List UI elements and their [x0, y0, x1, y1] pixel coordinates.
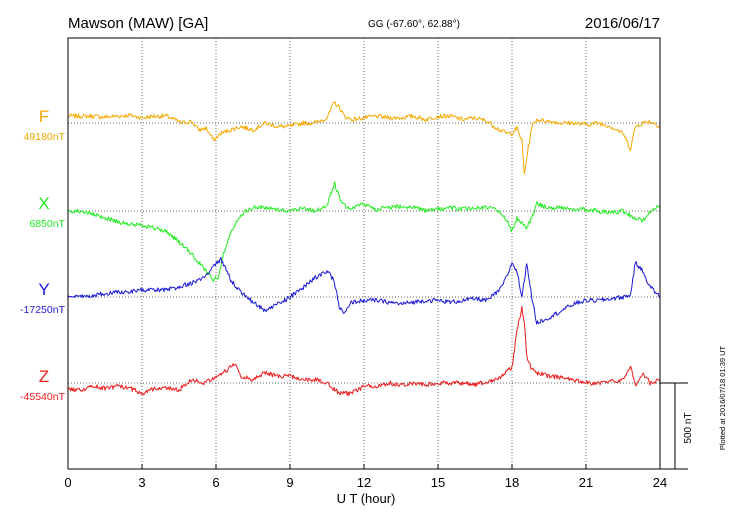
x-tick-label: 9 — [286, 475, 293, 490]
series-name-y: Y — [38, 280, 49, 299]
scale-bar-label: 500 nT — [683, 412, 694, 443]
x-tick-label: 21 — [579, 475, 593, 490]
series-line-y — [67, 256, 661, 325]
series-line-f — [67, 101, 661, 175]
x-axis-label: U T (hour) — [337, 491, 396, 506]
x-tick-label: 15 — [431, 475, 445, 490]
plot-footnote: Plotted at 2016/07/18 01:39 UT — [718, 345, 727, 450]
x-tick-label: 18 — [505, 475, 519, 490]
series-baseline-x: 6850nT — [29, 218, 65, 230]
series-baseline-y: -17250nT — [20, 304, 66, 316]
chart-title: Mawson (MAW) [GA] — [68, 15, 208, 32]
x-tick-label: 6 — [212, 475, 219, 490]
series-line-x — [67, 181, 661, 282]
x-tick-label: 12 — [357, 475, 371, 490]
grid-lines — [141, 38, 587, 469]
x-tick-label: 0 — [64, 475, 71, 490]
series-baseline-z: -45540nT — [20, 391, 66, 403]
series-name-z: Z — [39, 367, 49, 386]
series-lines — [67, 101, 661, 396]
x-tick-label: 3 — [138, 475, 145, 490]
series-baseline-f: 49180nT — [24, 131, 66, 143]
station-coordinates: GG (-67.60°, 62.88°) — [368, 19, 460, 30]
series-labels: F 49180nT X 6850nT Y -17250nT Z -45540nT — [20, 107, 66, 403]
x-tick-label: 24 — [653, 475, 667, 490]
chart-date: 2016/06/17 — [585, 15, 660, 32]
x-axis-ticks: 0 3 6 9 12 15 18 21 24 — [64, 464, 667, 490]
series-name-f: F — [39, 107, 49, 126]
series-line-z — [67, 305, 661, 396]
scale-bar: 500 nT — [660, 382, 694, 470]
series-name-x: X — [38, 194, 49, 213]
